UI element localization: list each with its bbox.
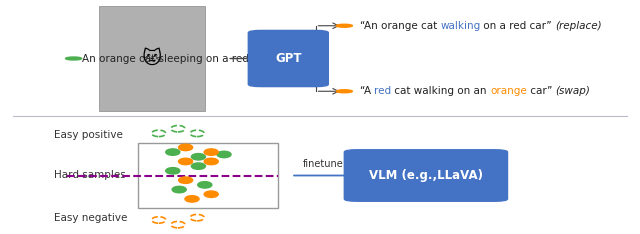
FancyBboxPatch shape [99, 6, 205, 111]
Text: “A: “A [360, 86, 374, 96]
Text: GPT: GPT [275, 52, 301, 65]
Ellipse shape [204, 158, 218, 165]
Text: car”: car” [527, 86, 556, 96]
Ellipse shape [179, 144, 193, 151]
Ellipse shape [179, 177, 193, 183]
Circle shape [336, 24, 353, 27]
Ellipse shape [172, 186, 186, 193]
Text: An orange cat sleeping on a red car: An orange cat sleeping on a red car [82, 54, 269, 63]
FancyBboxPatch shape [344, 150, 508, 201]
Text: Easy positive: Easy positive [54, 130, 124, 139]
Text: Easy negative: Easy negative [54, 213, 128, 223]
Ellipse shape [185, 196, 199, 202]
Text: finetune: finetune [303, 159, 344, 169]
Text: red: red [374, 86, 391, 96]
Ellipse shape [166, 149, 180, 155]
Text: (replace): (replace) [556, 21, 602, 31]
Text: orange: orange [490, 86, 527, 96]
Text: 🐱: 🐱 [142, 49, 162, 68]
Ellipse shape [217, 151, 231, 158]
Text: (swap): (swap) [556, 86, 590, 96]
Ellipse shape [198, 182, 212, 188]
Circle shape [336, 90, 353, 93]
Ellipse shape [191, 163, 205, 169]
Ellipse shape [204, 191, 218, 197]
Ellipse shape [191, 154, 205, 160]
Text: “An orange cat: “An orange cat [360, 21, 440, 31]
FancyBboxPatch shape [248, 30, 328, 87]
Text: on a red car”: on a red car” [481, 21, 556, 31]
Text: cat walking on an: cat walking on an [391, 86, 490, 96]
Text: Hard samples: Hard samples [54, 171, 126, 180]
Ellipse shape [204, 149, 218, 155]
Ellipse shape [166, 168, 180, 174]
Text: walking: walking [440, 21, 481, 31]
Text: VLM (e.g.,LLaVA): VLM (e.g.,LLaVA) [369, 169, 483, 182]
Circle shape [65, 57, 82, 60]
Ellipse shape [179, 158, 193, 165]
